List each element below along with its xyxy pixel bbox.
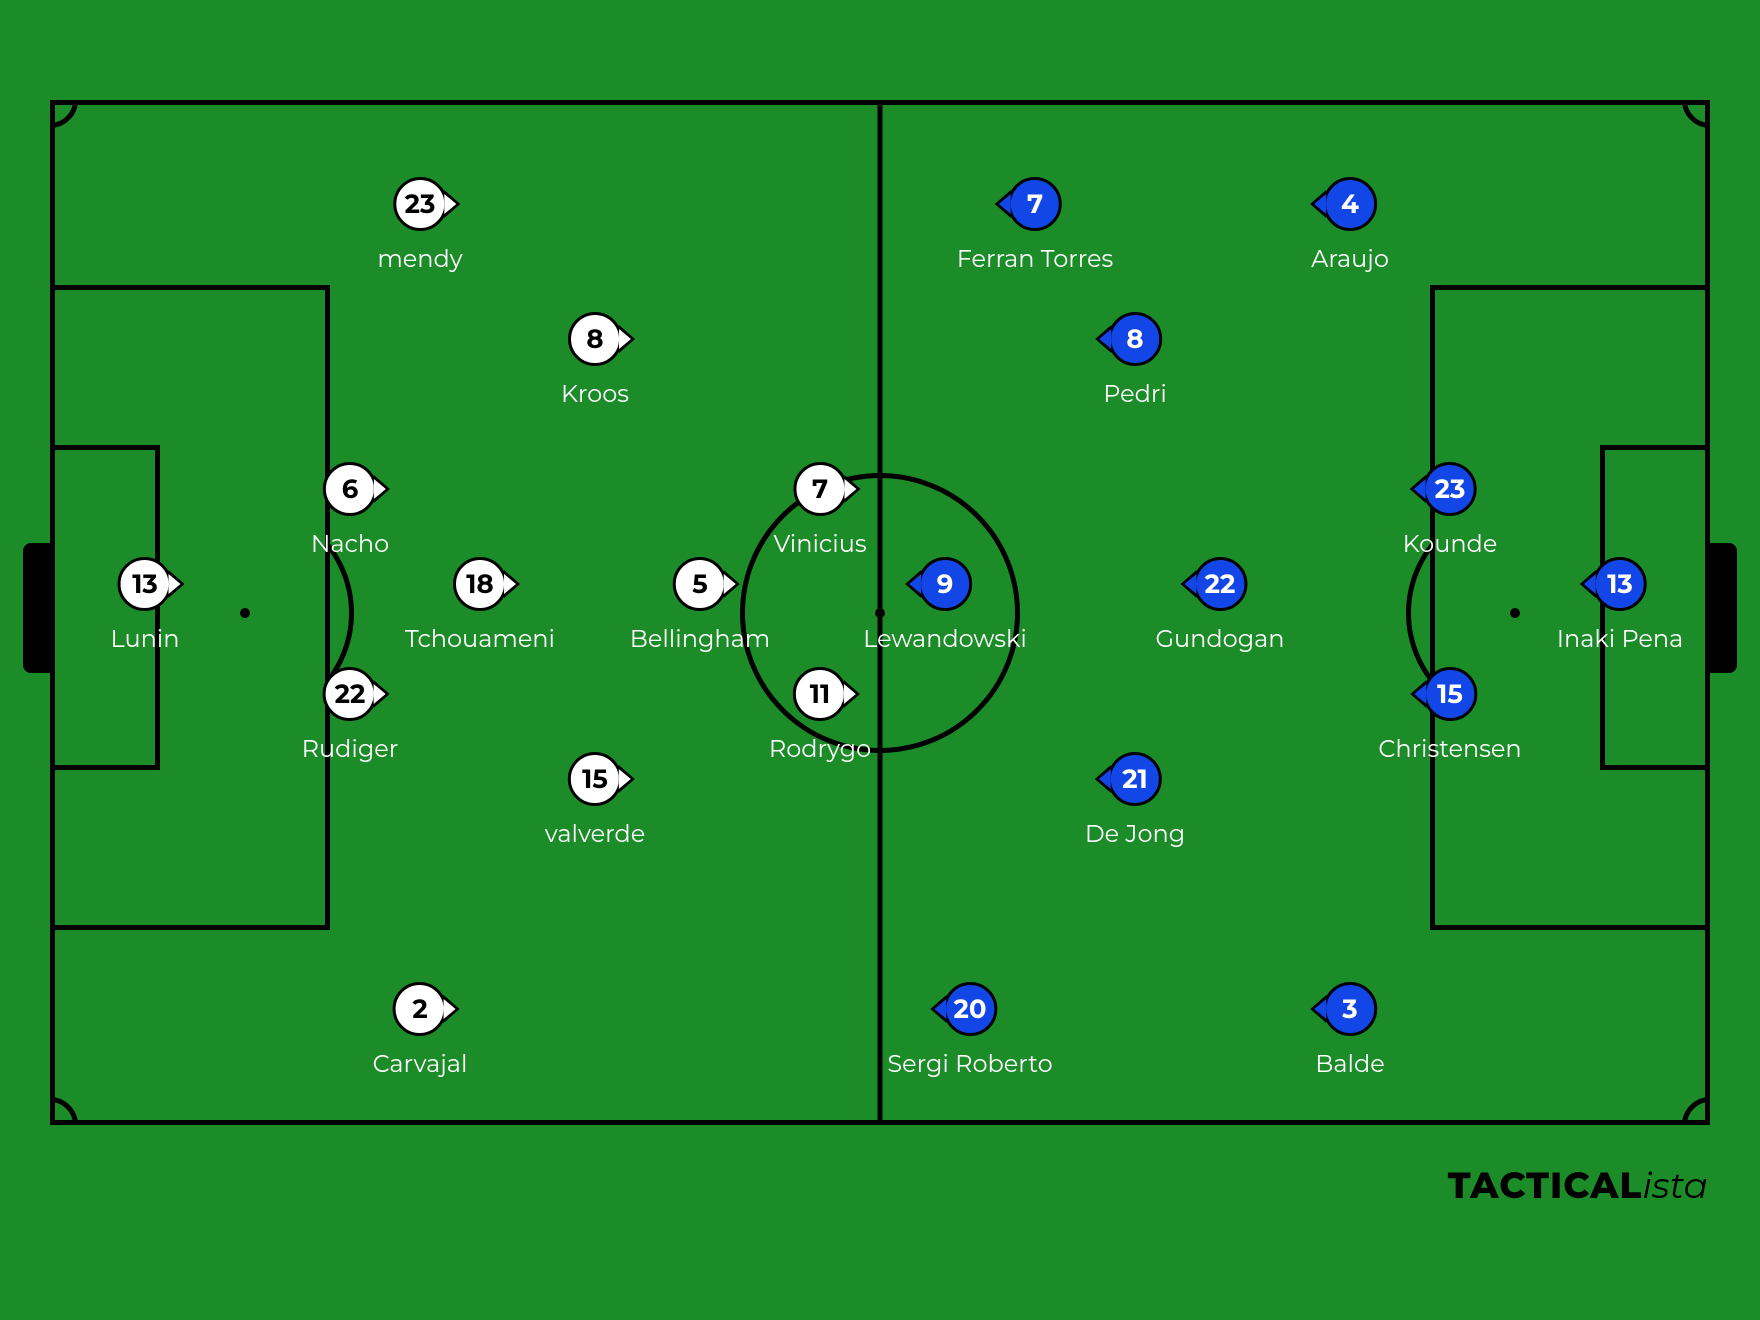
goal-right [1710, 543, 1737, 673]
watermark-strong: TACTICAL [1448, 1164, 1643, 1208]
penalty-spot-right [1510, 608, 1520, 618]
six-yard-box-right [1600, 445, 1710, 770]
goal-left [23, 543, 50, 673]
corner-arc-tr [1682, 72, 1738, 128]
corner-arc-tl [22, 72, 78, 128]
watermark-italic: ista [1642, 1164, 1708, 1208]
tactics-board: 13Lunin23mendy6Nacho22Rudiger2Carvajal18… [0, 0, 1760, 1320]
corner-arc-bl [22, 1097, 78, 1153]
corner-arc-br [1682, 1097, 1738, 1153]
six-yard-box-left [50, 445, 160, 770]
pitch: 13Lunin23mendy6Nacho22Rudiger2Carvajal18… [50, 100, 1710, 1125]
watermark: TACTICALista [1448, 1164, 1708, 1208]
penalty-spot-left [240, 608, 250, 618]
center-spot [875, 608, 885, 618]
